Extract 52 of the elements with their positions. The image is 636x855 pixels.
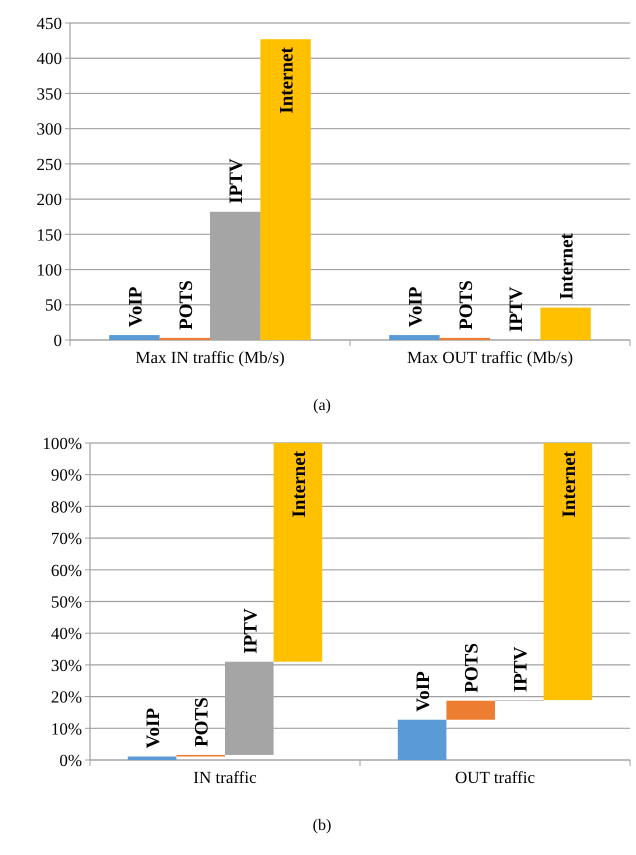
y-tick-label: 150 [36,225,62,244]
series-label: Internet [288,450,310,518]
y-tick-label: 300 [36,120,62,139]
text: POTS [192,697,213,747]
text: (b) [312,817,332,834]
x-tick-label: IN traffic [193,768,258,787]
text: VoIP [405,286,426,328]
text: POTS [176,280,197,330]
bar [128,756,176,760]
bar [540,308,591,340]
y-tick-label: 0% [59,750,82,770]
y-tick-label: 30% [50,656,82,675]
bar [260,39,311,340]
text: IPTV [510,646,532,692]
text: IPTV [240,608,262,654]
y-tick-label: 0 [54,330,62,350]
text: VoIP [125,286,146,328]
bar [109,335,160,340]
y-tick-label: 350 [36,84,62,104]
bar [389,335,440,340]
text: POTS [456,280,477,330]
y-tick-label: 100 [36,260,62,280]
bar [398,720,446,760]
text: VoIP [143,708,164,749]
bar [274,443,322,662]
y-tick-label: 400 [36,49,62,68]
y-tick-label: 10% [50,719,82,738]
y-tick-label: 70% [50,529,82,548]
text: VoIP [413,671,434,712]
series-label: Internet [276,46,298,114]
y-tick-label: 20% [50,688,82,707]
x-tick-label: Max IN traffic (Mb/s) [135,348,285,367]
y-tick-label: 40% [50,624,82,644]
x-tick-label: OUT traffic [454,768,536,787]
y-tick-label: 60% [50,560,82,580]
text: IPTV [226,158,248,204]
x-tick-label: Max OUT traffic (Mb/s) [406,348,574,367]
y-tick-label: 100% [42,434,82,453]
text: Internet [556,233,578,300]
text: IPTV [506,286,528,332]
y-tick-label: 450 [36,14,62,33]
text: (a) [313,397,331,414]
y-tick-label: 250 [36,154,62,174]
y-tick-label: 80% [50,497,82,516]
y-tick-label: 200 [36,190,62,210]
y-tick-label: 90% [50,466,82,485]
text: Internet [558,451,580,518]
text: POTS [462,643,483,693]
bar [446,700,495,720]
y-tick-label: 50% [50,592,82,612]
y-tick-label: 50 [45,296,62,315]
bar [544,443,592,700]
